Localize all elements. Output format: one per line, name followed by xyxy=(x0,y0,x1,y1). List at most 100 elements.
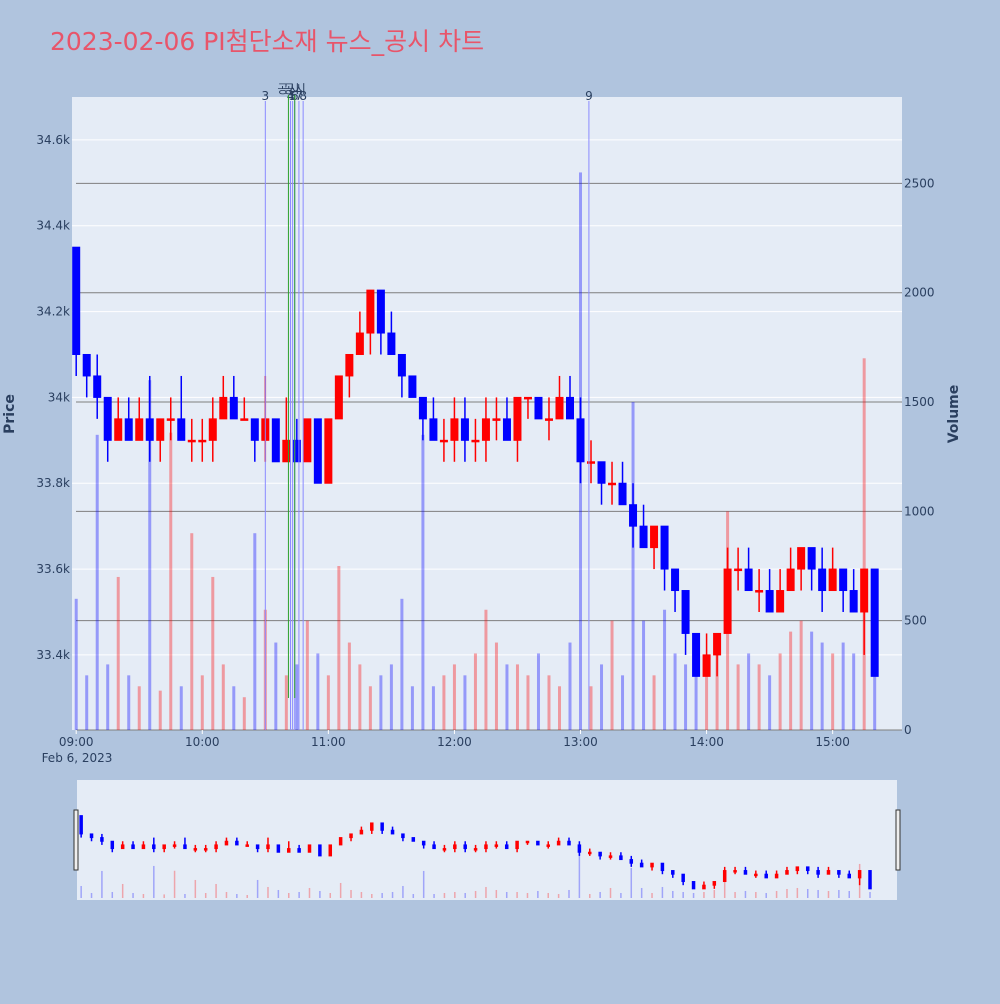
mini-volume-bar xyxy=(474,890,477,898)
candle-body xyxy=(376,289,385,334)
mini-candle-body xyxy=(421,840,426,846)
mini-volume-bar xyxy=(765,892,767,898)
mini-volume-bar xyxy=(744,890,747,898)
volume-bar xyxy=(452,664,456,730)
mini-volume-bar xyxy=(651,892,653,898)
range-handle-right[interactable] xyxy=(895,809,901,871)
mini-candle-body xyxy=(442,848,447,851)
mini-candle-body xyxy=(764,873,768,879)
mini-candle-body xyxy=(214,844,218,850)
x-tick-label: 15:00 xyxy=(815,735,850,749)
volume-bar xyxy=(715,642,719,730)
candle-body xyxy=(566,396,574,420)
mini-candle-body xyxy=(432,844,436,850)
mini-volume-bar xyxy=(640,887,643,898)
volume-bar xyxy=(305,620,309,730)
candle-body xyxy=(292,439,301,463)
mini-candle-body xyxy=(110,840,115,850)
volume-bar xyxy=(358,664,362,730)
mini-candle-body xyxy=(328,844,333,857)
mini-candle-body xyxy=(536,840,540,846)
mini-volume-bar xyxy=(153,865,155,898)
candle-body xyxy=(324,418,333,484)
mini-volume-bar xyxy=(599,891,601,898)
mini-volume-bar xyxy=(236,893,238,898)
mini-volume-bar xyxy=(713,889,716,898)
mini-volume-bar xyxy=(267,886,269,898)
mini-candle-body xyxy=(733,870,737,873)
candle-body xyxy=(219,396,228,420)
mini-volume-bar xyxy=(838,889,840,898)
mini-candle-body xyxy=(286,848,291,853)
volume-bar xyxy=(274,642,278,730)
candle-body xyxy=(271,418,280,463)
mini-volume-bar xyxy=(402,885,404,898)
mini-volume-bar xyxy=(869,891,871,898)
candle-body xyxy=(103,396,112,441)
volume-bar xyxy=(85,675,89,730)
mini-volume-bar xyxy=(786,888,788,898)
volume-bar xyxy=(169,432,173,730)
volume-bar xyxy=(410,686,414,730)
candle-body xyxy=(860,568,869,613)
candle-body xyxy=(534,396,543,420)
mini-candle-body xyxy=(826,870,831,875)
volume-bar xyxy=(463,675,467,730)
volume-bar xyxy=(74,598,78,730)
mini-candle-body xyxy=(411,837,416,842)
candle-body xyxy=(702,654,711,677)
mini-volume-bar xyxy=(391,891,394,898)
volume-bar xyxy=(148,380,152,730)
mini-candle-body xyxy=(307,844,312,853)
candle-body xyxy=(303,418,312,463)
candle-body xyxy=(576,418,585,463)
mini-candle-body xyxy=(805,866,810,872)
volume-bar xyxy=(431,686,435,730)
candle-body xyxy=(166,418,175,421)
candle-body xyxy=(135,418,144,441)
mini-candle-body xyxy=(785,870,789,875)
volume-bar xyxy=(106,664,110,730)
mini-volume-bar xyxy=(132,892,134,898)
mini-candle-body xyxy=(224,840,229,846)
candle-body xyxy=(187,439,196,443)
mini-volume-bar xyxy=(692,892,695,898)
mini-volume-bar xyxy=(516,891,518,898)
mini-candle-body xyxy=(588,851,592,855)
mini-volume-bar xyxy=(848,890,851,898)
volume-bar xyxy=(557,686,561,730)
range-handle-left[interactable] xyxy=(73,809,79,871)
candle-body xyxy=(229,396,238,420)
candle-body xyxy=(776,590,785,613)
volume-bar xyxy=(852,653,856,730)
mini-volume-bar xyxy=(319,890,321,898)
mini-candle-body xyxy=(577,844,582,853)
volume-bar xyxy=(820,642,824,730)
mini-candle-body xyxy=(816,870,820,875)
mini-candle-body xyxy=(556,840,561,846)
mini-volume-bar xyxy=(703,891,705,898)
volume-bar xyxy=(515,664,519,730)
mini-candle-body xyxy=(203,848,208,851)
mini-volume-bar xyxy=(184,893,186,898)
range-slider[interactable] xyxy=(77,780,897,900)
candle-body xyxy=(502,418,511,441)
mini-candle-body xyxy=(359,829,364,835)
candle-body xyxy=(523,396,532,400)
candle-body xyxy=(439,439,448,443)
volume-bar xyxy=(610,620,614,730)
mini-volume-bar xyxy=(111,891,114,898)
mini-volume-bar xyxy=(256,879,259,898)
mini-volume-bar xyxy=(433,893,435,898)
mini-candle-body xyxy=(183,844,187,850)
mini-candle-body xyxy=(754,873,758,877)
candle-body xyxy=(355,332,364,355)
y2-tick-label: 500 xyxy=(904,614,927,628)
volume-bar xyxy=(284,675,288,730)
candle-body xyxy=(208,418,217,441)
mini-candle-body xyxy=(89,833,94,839)
news-marker-label: 3 xyxy=(261,89,269,103)
volume-bar xyxy=(389,664,393,730)
volume-bar xyxy=(221,664,225,730)
mini-candle-body xyxy=(463,844,467,850)
